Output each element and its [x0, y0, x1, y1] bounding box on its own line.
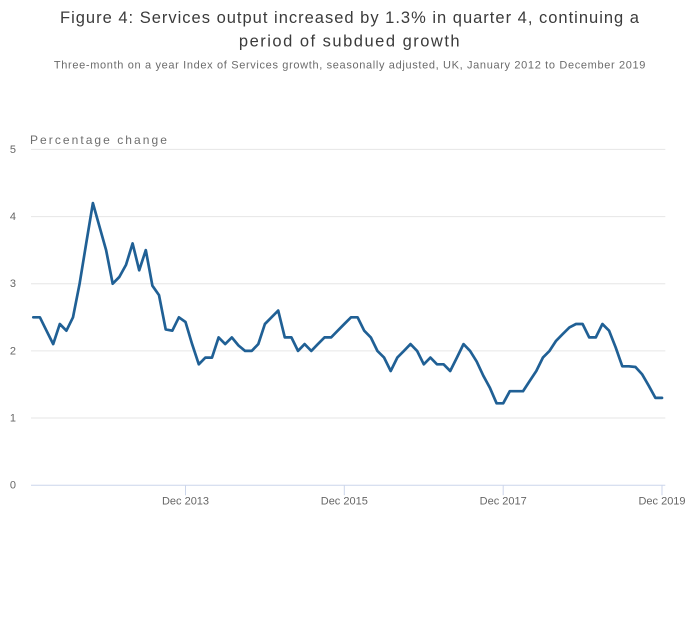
svg-text:5: 5	[10, 144, 16, 156]
svg-text:0: 0	[10, 480, 16, 492]
svg-text:1: 1	[10, 413, 16, 425]
svg-text:Dec 2013: Dec 2013	[162, 496, 209, 508]
svg-text:Figure 4: Services output incr: Figure 4: Services output increased by 1…	[60, 9, 640, 27]
svg-text:Three-month on a year Index of: Three-month on a year Index of Services …	[54, 60, 646, 72]
svg-text:Dec 2017: Dec 2017	[480, 496, 527, 508]
svg-text:Dec 2019: Dec 2019	[638, 496, 685, 508]
svg-text:Dec 2015: Dec 2015	[321, 496, 368, 508]
svg-text:3: 3	[10, 278, 16, 290]
svg-text:4: 4	[10, 211, 16, 223]
svg-text:Percentage change: Percentage change	[30, 133, 169, 147]
svg-text:period of subdued growth: period of subdued growth	[239, 32, 461, 50]
svg-text:2: 2	[10, 345, 16, 357]
